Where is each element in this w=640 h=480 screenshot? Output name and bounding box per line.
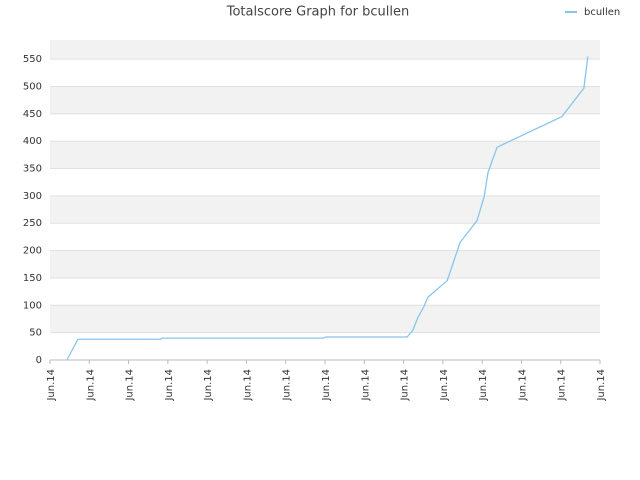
y-tick-label: 300 (23, 191, 42, 202)
y-tick-label: 150 (23, 273, 42, 284)
y-tick-label: 500 (23, 81, 42, 92)
x-tick-label: Jun.14 (321, 369, 332, 402)
grid-band (50, 141, 600, 169)
legend-label: bcullen (584, 7, 620, 18)
y-tick-label: 350 (23, 164, 42, 175)
x-tick-label: Jun.14 (85, 369, 96, 402)
x-tick-label: Jun.14 (557, 369, 568, 402)
x-tick-label: Jun.14 (517, 369, 528, 402)
grid-band (50, 195, 600, 224)
x-tick-label: Jun.14 (439, 369, 450, 402)
series-line (66, 56, 589, 361)
y-tick-label: 250 (23, 218, 42, 229)
x-tick-label: Jun.14 (46, 369, 57, 402)
x-tick-label: Jun.14 (125, 369, 136, 402)
x-tick-label: Jun.14 (164, 369, 175, 402)
x-tick-label: Jun.14 (400, 369, 411, 402)
y-tick-label: 100 (23, 300, 42, 311)
y-tick-label: 400 (23, 136, 42, 147)
y-tick-label: 200 (23, 246, 42, 257)
y-tick-label: 450 (23, 109, 42, 120)
x-tick-label: Jun.14 (360, 369, 371, 402)
x-tick-label: Jun.14 (478, 369, 489, 402)
x-tick-label: Jun.14 (596, 369, 607, 402)
grid-band (50, 250, 600, 278)
grid-band (50, 40, 600, 60)
x-tick-label: Jun.14 (242, 369, 253, 402)
y-tick-label: 0 (36, 355, 42, 366)
y-tick-label: 550 (23, 54, 42, 65)
chart-title: Totalscore Graph for bcullen (226, 5, 410, 20)
x-tick-label: Jun.14 (282, 369, 293, 402)
grid-band (50, 305, 600, 333)
y-tick-label: 50 (29, 328, 42, 339)
x-tick-label: Jun.14 (203, 369, 214, 402)
grid-band (50, 86, 600, 114)
